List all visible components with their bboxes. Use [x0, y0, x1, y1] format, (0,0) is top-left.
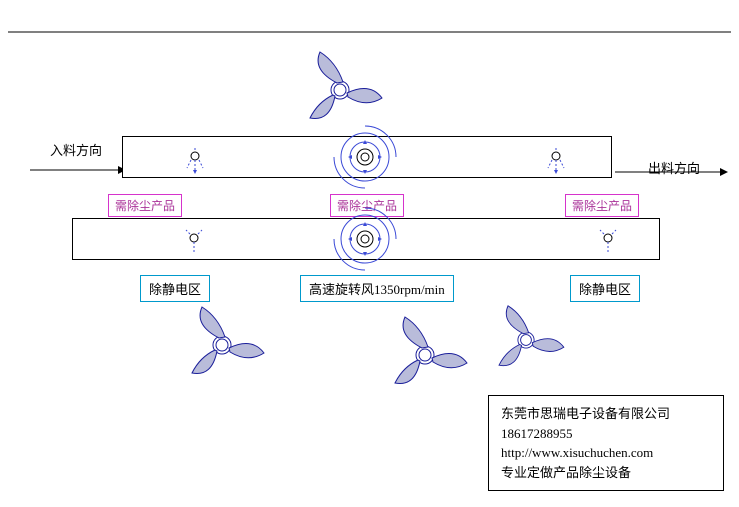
fan-icon — [490, 302, 570, 374]
nozzle — [184, 228, 214, 256]
highspeed-box: 高速旋转风1350rpm/min — [300, 275, 454, 302]
company-info-box: 东莞市思瑞电子设备有限公司 18617288955 http://www.xis… — [488, 395, 724, 491]
diagram-canvas: 入料方向 出料方向 需除尘产品 需除尘产品 需除尘产品 除静电区 除静电区 高速… — [0, 0, 739, 507]
swirl-icon — [330, 122, 400, 192]
fan-icon — [385, 315, 475, 395]
static-zone-box: 除静电区 — [140, 275, 210, 302]
product-box: 需除尘产品 — [108, 194, 182, 217]
company-url: http://www.xisuchuchen.com — [501, 443, 711, 463]
static-zone-box: 除静电区 — [570, 275, 640, 302]
company-phone: 18617288955 — [501, 424, 711, 444]
company-name: 东莞市思瑞电子设备有限公司 — [501, 404, 711, 424]
swirl-icon — [330, 204, 400, 274]
nozzle — [546, 146, 576, 174]
company-tagline: 专业定做产品除尘设备 — [501, 463, 711, 483]
nozzle — [185, 146, 215, 174]
fan-icon — [182, 305, 272, 385]
product-box: 需除尘产品 — [565, 194, 639, 217]
nozzle — [598, 228, 628, 256]
fan-icon — [300, 45, 390, 125]
